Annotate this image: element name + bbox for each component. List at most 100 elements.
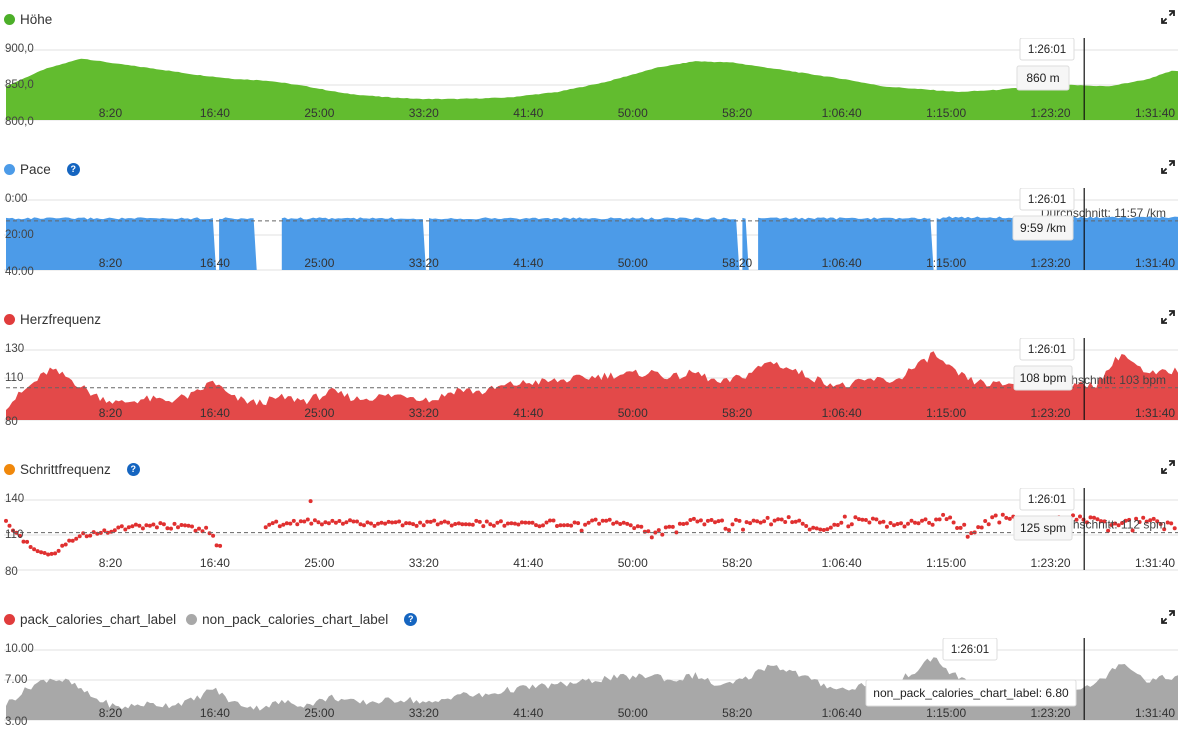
data-point: [112, 528, 117, 533]
data-point: [284, 521, 289, 526]
data-point: [425, 519, 430, 524]
x-tick-label: 50:00: [618, 106, 648, 120]
data-point: [319, 522, 324, 527]
data-point: [653, 530, 658, 535]
chart-herzfrequenz[interactable]: Durchschnitt: 103 bpm 130 110 80 8:20 16:40 25…: [0, 338, 1189, 450]
x-tick-label: 50:00: [618, 406, 648, 420]
data-point: [414, 523, 419, 528]
data-point: [140, 526, 145, 531]
expand-icon[interactable]: [1161, 310, 1175, 324]
data-point: [877, 520, 882, 525]
data-point: [263, 525, 268, 530]
x-tick-label: 1:15:00: [926, 706, 966, 720]
data-point: [986, 522, 991, 527]
help-icon[interactable]: ?: [126, 462, 140, 476]
data-point: [116, 525, 121, 530]
data-point: [340, 521, 345, 526]
data-point: [351, 519, 356, 524]
data-point: [348, 518, 352, 523]
data-point: [625, 521, 630, 526]
data-point: [727, 528, 731, 533]
chart-pace[interactable]: Durchschnitt: 11:57 /km0:0020:0040:008:2…: [0, 188, 1189, 300]
tooltip-time: 1:26:01: [1028, 494, 1066, 506]
chart-schrittfrequenz[interactable]: Durchschnitt: 112 spm 140 110 80 8:20 16:40 25…: [0, 488, 1189, 600]
x-tick-label: 1:23:20: [1031, 256, 1071, 270]
data-point: [144, 523, 149, 528]
y-tick-label: 140: [5, 493, 24, 505]
x-tick-label: 8:20: [99, 556, 123, 570]
data-point: [776, 517, 781, 522]
x-tick-label: 8:20: [99, 706, 123, 720]
tooltip-value-box: [1012, 215, 1074, 241]
data-point: [579, 528, 584, 533]
x-tick-label: 16:40: [200, 556, 230, 570]
data-point: [404, 521, 409, 526]
data-point: [411, 522, 416, 527]
data-point: [846, 524, 851, 529]
data-point: [639, 524, 644, 529]
data-point: [906, 521, 910, 526]
data-point: [544, 520, 549, 525]
data-point: [779, 517, 784, 522]
help-icon[interactable]: ?: [66, 162, 80, 176]
data-point: [158, 521, 163, 526]
data-point: [723, 526, 728, 531]
tooltip-time: 1:26:01: [1028, 194, 1066, 206]
x-tick-label: 1:23:20: [1031, 106, 1071, 120]
expand-icon[interactable]: [1161, 610, 1175, 624]
data-point: [376, 521, 380, 526]
data-point: [688, 518, 693, 522]
data-point: [161, 522, 166, 527]
data-point: [934, 517, 939, 522]
data-point: [519, 520, 524, 525]
expand-icon[interactable]: [1161, 460, 1175, 474]
x-tick-label: 33:20: [409, 256, 439, 270]
data-point: [1165, 520, 1170, 525]
data-point: [91, 530, 96, 535]
data-point: [920, 518, 924, 523]
legend-label: Pace: [20, 161, 51, 177]
data-point: [281, 522, 286, 527]
x-tick-label: 33:20: [409, 706, 439, 720]
data-point: [769, 522, 774, 527]
data-point: [660, 532, 665, 537]
data-point: [154, 525, 159, 530]
data-point: [176, 525, 180, 530]
data-point: [762, 519, 767, 524]
expand-icon[interactable]: [1161, 160, 1175, 174]
data-point: [193, 528, 198, 533]
data-point: [593, 517, 598, 522]
data-point: [569, 523, 574, 528]
data-point: [667, 524, 672, 529]
legend-label: non_pack_calories_chart_label: [202, 611, 389, 627]
area-series: [6, 58, 1178, 120]
data-point: [860, 517, 865, 522]
legend-item-hoehe[interactable]: Höhe: [4, 12, 52, 27]
tooltip-value: non_pack_calories_chart_label: 6.80: [873, 686, 1069, 700]
legend-item-schrittfrequenz[interactable]: Schrittfrequenz: [4, 462, 111, 477]
legend-item-herzfrequenz[interactable]: Herzfrequenz: [4, 312, 101, 327]
x-tick-label: 1:23:20: [1031, 706, 1071, 720]
data-point: [930, 522, 935, 527]
help-icon[interactable]: ?: [404, 612, 418, 626]
expand-icon[interactable]: [1161, 10, 1175, 24]
data-point: [11, 528, 15, 533]
chart-hoehe[interactable]: 900,0 850,0 800,0 8:20 16:40 25:00 33:20 41:40 5…: [0, 38, 1189, 150]
legend-item-pace[interactable]: Pace: [4, 162, 51, 177]
data-point: [84, 534, 89, 539]
y-tick-label: 80: [5, 566, 18, 578]
legend-item-pack-calories[interactable]: pack_calories_chart_label: [4, 612, 176, 627]
legend-item-non-pack-calories[interactable]: non_pack_calories_chart_label: [186, 612, 388, 627]
data-point: [1106, 528, 1111, 533]
data-point: [277, 524, 282, 529]
x-tick-label: 1:15:00: [926, 556, 966, 570]
data-point: [800, 521, 805, 526]
chart-kalorien[interactable]: 10.00 7.00 3.00 8:20 16:40 25:00 33:20 41:40 50:…: [0, 638, 1189, 750]
legend-label: Höhe: [20, 11, 53, 27]
data-point: [558, 523, 563, 528]
data-point: [1007, 516, 1012, 521]
data-point: [916, 521, 921, 526]
average-label: Durchschnitt: 103 bpm: [1046, 373, 1166, 387]
data-point: [597, 521, 602, 526]
data-point: [323, 520, 328, 525]
